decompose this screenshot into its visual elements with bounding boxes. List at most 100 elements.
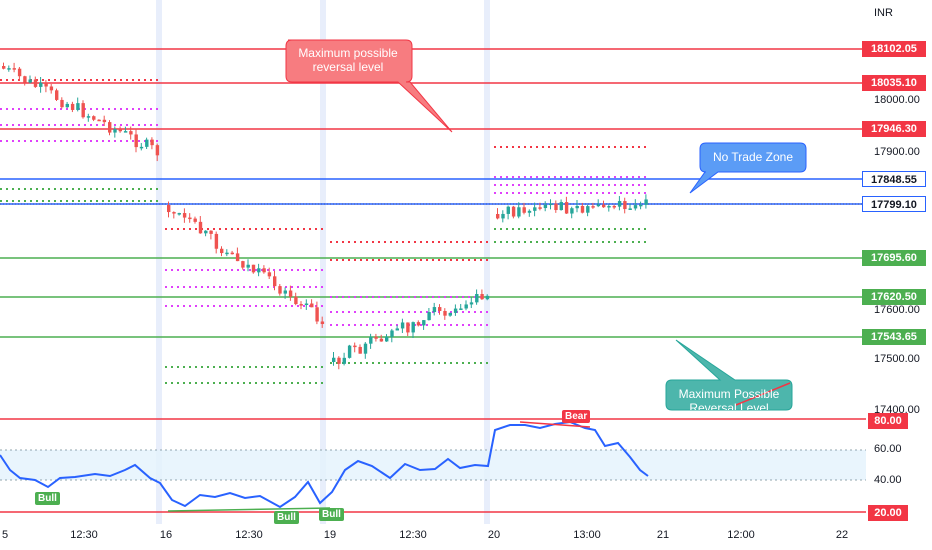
divergence-line bbox=[519, 421, 591, 428]
candle bbox=[246, 264, 250, 268]
x-tick: 13:00 bbox=[573, 529, 601, 541]
candle bbox=[65, 103, 69, 108]
candle bbox=[644, 199, 648, 205]
candle bbox=[533, 207, 537, 211]
bull-signal: Bull bbox=[274, 511, 299, 524]
divergence-line bbox=[167, 507, 331, 512]
candle bbox=[299, 304, 303, 306]
candle bbox=[204, 230, 208, 234]
candle bbox=[628, 208, 632, 210]
candle bbox=[342, 357, 346, 364]
candle bbox=[623, 201, 627, 210]
candle bbox=[278, 286, 282, 294]
candle bbox=[369, 336, 373, 344]
candle bbox=[315, 307, 319, 322]
candle bbox=[33, 79, 38, 87]
candle bbox=[118, 129, 122, 132]
session-separator bbox=[320, 0, 326, 524]
candle bbox=[538, 207, 542, 209]
candle bbox=[422, 320, 426, 326]
reversal-callout-bottom[interactable] bbox=[665, 339, 793, 411]
candle bbox=[288, 290, 293, 297]
candle bbox=[358, 346, 362, 354]
candle bbox=[543, 204, 548, 209]
candle bbox=[209, 230, 213, 234]
reversal-callout-top[interactable] bbox=[285, 39, 453, 133]
candle bbox=[480, 294, 484, 300]
candle bbox=[438, 307, 442, 311]
price-label: 18035.10 bbox=[862, 75, 926, 91]
candle bbox=[225, 252, 229, 255]
candle bbox=[177, 213, 181, 215]
candle bbox=[506, 206, 510, 214]
candle bbox=[400, 322, 405, 329]
candle bbox=[230, 252, 234, 255]
osc-label-80: 80.00 bbox=[868, 413, 908, 429]
candle bbox=[501, 213, 505, 219]
current-price-label: 17799.10 bbox=[862, 196, 926, 212]
candle bbox=[92, 116, 96, 120]
bull-signal: Bull bbox=[35, 492, 60, 505]
candle bbox=[28, 79, 32, 83]
candle bbox=[145, 139, 149, 147]
candle bbox=[294, 296, 298, 305]
candle bbox=[257, 268, 261, 273]
price-label: 17848.55 bbox=[862, 171, 926, 187]
candle bbox=[459, 308, 463, 310]
candle bbox=[511, 206, 516, 217]
x-tick: 22 bbox=[835, 529, 849, 541]
currency-label: INR bbox=[874, 7, 893, 19]
osc-label-20: 20.00 bbox=[868, 505, 908, 521]
candle bbox=[575, 206, 579, 209]
candle bbox=[86, 116, 91, 118]
candle bbox=[564, 202, 569, 214]
candle bbox=[70, 103, 75, 110]
candle bbox=[198, 221, 203, 234]
candle bbox=[23, 76, 27, 83]
candle bbox=[469, 302, 474, 305]
candle bbox=[214, 233, 219, 249]
price-label: 17620.50 bbox=[862, 289, 926, 305]
candle bbox=[485, 295, 490, 300]
annotation-strike bbox=[735, 382, 791, 406]
session-separator bbox=[156, 0, 162, 524]
candle bbox=[167, 205, 171, 213]
candle bbox=[554, 203, 558, 211]
candle bbox=[570, 208, 574, 214]
session-separator bbox=[484, 0, 490, 524]
candle bbox=[81, 103, 85, 118]
candle bbox=[633, 205, 638, 209]
candle bbox=[453, 308, 458, 313]
candle bbox=[12, 68, 16, 70]
x-tick: 20 bbox=[487, 529, 501, 541]
x-tick: 12:30 bbox=[399, 529, 427, 541]
candle bbox=[363, 343, 368, 354]
candle bbox=[2, 66, 6, 69]
x-tick: 5 bbox=[1, 529, 9, 541]
no-trade-callout[interactable] bbox=[689, 142, 807, 194]
candle bbox=[639, 204, 643, 207]
candle bbox=[464, 304, 468, 309]
reversal-label-bottom: Maximum Possible Reversal Level bbox=[678, 387, 780, 410]
osc-tick-60: 60.00 bbox=[874, 443, 902, 455]
candle bbox=[320, 321, 325, 325]
candle bbox=[586, 206, 590, 213]
price-label: 17695.60 bbox=[862, 250, 926, 266]
candle bbox=[427, 312, 431, 321]
y-tick: 18000.00 bbox=[874, 94, 920, 106]
candle bbox=[39, 82, 43, 87]
bull-signal: Bull bbox=[319, 508, 344, 521]
candle bbox=[113, 129, 117, 133]
candle bbox=[347, 345, 352, 358]
x-tick: 12:00 bbox=[727, 529, 755, 541]
candle bbox=[172, 212, 176, 214]
candle bbox=[596, 204, 601, 207]
candle bbox=[76, 103, 80, 110]
candle bbox=[108, 122, 112, 133]
candle bbox=[448, 312, 452, 316]
candle bbox=[612, 205, 616, 208]
bear-signal: Bear bbox=[562, 410, 591, 423]
reversal-label-top: Maximum possible reversal level bbox=[298, 46, 398, 74]
